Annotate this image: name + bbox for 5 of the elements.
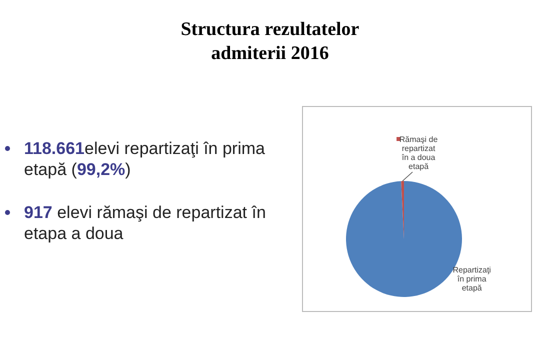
legend-label: Rămaşi de repartizat în a doua etapă <box>399 135 438 172</box>
slice-label: Repartizaţi în prima etapă <box>452 265 492 292</box>
text: 118.661elevi repartizaţi în prima etapă (99,2%) <box>24 139 265 179</box>
text: 917 elevi rămaşi de repartizat în etapa a doua <box>24 203 266 243</box>
chart-title: Structura rezultatelor admiterii 2016 <box>180 18 360 66</box>
